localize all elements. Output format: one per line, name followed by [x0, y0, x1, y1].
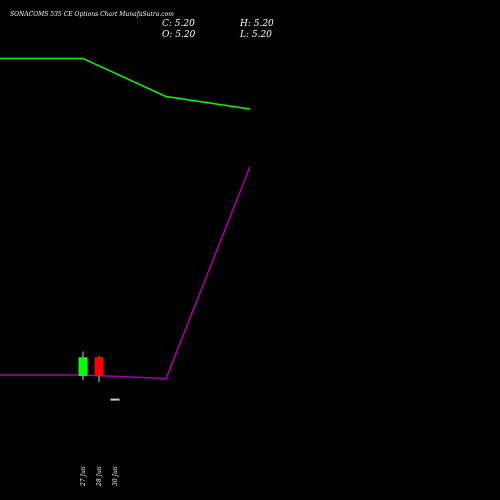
chart-title: SONACOMS 535 CE Options Chart MunafaSutr… [10, 11, 174, 18]
low-value: L: 5.20 [239, 30, 272, 40]
candle-body [94, 357, 104, 376]
x-axis-ticks: 27 Jun 28 Jun 30 Jun [80, 466, 119, 487]
candle-body [110, 398, 120, 401]
candles [78, 351, 120, 401]
candle-3 [110, 398, 120, 401]
x-tick-label: 30 Jun [112, 466, 119, 486]
candle-1 [78, 351, 88, 381]
candle-2 [94, 356, 104, 383]
indicator-line-2 [0, 166, 251, 380]
indicator-lines [0, 57, 251, 380]
indicator-line-1 [0, 57, 251, 110]
candle-body [78, 357, 88, 376]
x-tick-label: 28 Jun [96, 466, 103, 487]
high-value: H: 5.20 [239, 19, 274, 29]
close-value: C: 5.20 [162, 19, 195, 29]
x-tick-label: 27 Jun [80, 466, 87, 487]
open-value: O: 5.20 [162, 30, 196, 40]
